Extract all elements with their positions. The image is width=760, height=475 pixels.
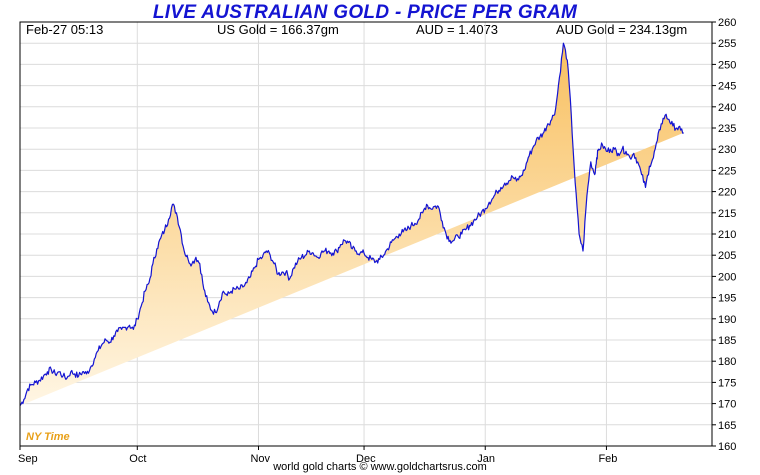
- price-area: [20, 43, 684, 406]
- y-tick-label: 210: [718, 229, 736, 241]
- chart-title: LIVE AUSTRALIAN GOLD - PRICE PER GRAM: [152, 2, 578, 23]
- y-tick-label: 235: [718, 123, 736, 135]
- y-tick-label: 255: [718, 38, 736, 50]
- y-tick-label: 160: [718, 441, 736, 453]
- x-tick-label: Jan: [477, 453, 495, 465]
- x-tick-label: Nov: [250, 453, 270, 465]
- y-tick-label: 215: [718, 208, 736, 220]
- us-gold-label: US Gold = 166.37gm: [217, 22, 339, 37]
- aud-rate-label: AUD = 1.4073: [416, 22, 499, 37]
- y-tick-label: 195: [718, 293, 736, 305]
- y-tick-label: 260: [718, 17, 736, 29]
- y-tick-label: 205: [718, 250, 736, 262]
- y-tick-label: 165: [718, 420, 736, 432]
- y-tick-label: 190: [718, 314, 736, 326]
- y-tick-label: 230: [718, 144, 736, 156]
- y-tick-label: 250: [718, 59, 736, 71]
- price-line: [19, 42, 684, 407]
- y-axis: 160 165 170 175 180 185 190 195 200 205 210 215 220 2…: [712, 17, 736, 453]
- x-tick-label: Oct: [129, 453, 146, 465]
- y-tick-label: 170: [718, 399, 736, 411]
- x-tick-label: Sep: [18, 453, 38, 465]
- y-tick-label: 180: [718, 356, 736, 368]
- y-tick-label: 220: [718, 187, 736, 199]
- y-tick-label: 200: [718, 271, 736, 283]
- date-time-label: Feb-27 05:13: [26, 22, 104, 37]
- x-axis: Sep Oct Nov Dec Jan Feb: [18, 446, 617, 465]
- grid: [19, 21, 712, 447]
- y-tick-label: 185: [718, 335, 736, 347]
- y-tick-label: 245: [718, 81, 736, 93]
- y-tick-label: 225: [718, 165, 736, 177]
- aud-gold-label: AUD Gold = 234.13gm: [556, 22, 688, 37]
- footer-credit: world gold charts © www.goldchartsrus.co…: [273, 461, 487, 473]
- x-tick-label: Feb: [598, 453, 617, 465]
- timezone-watermark: NY Time: [26, 431, 70, 443]
- x-tick-label: Dec: [356, 453, 376, 465]
- y-tick-label: 175: [718, 377, 736, 389]
- y-tick-label: 240: [718, 102, 736, 114]
